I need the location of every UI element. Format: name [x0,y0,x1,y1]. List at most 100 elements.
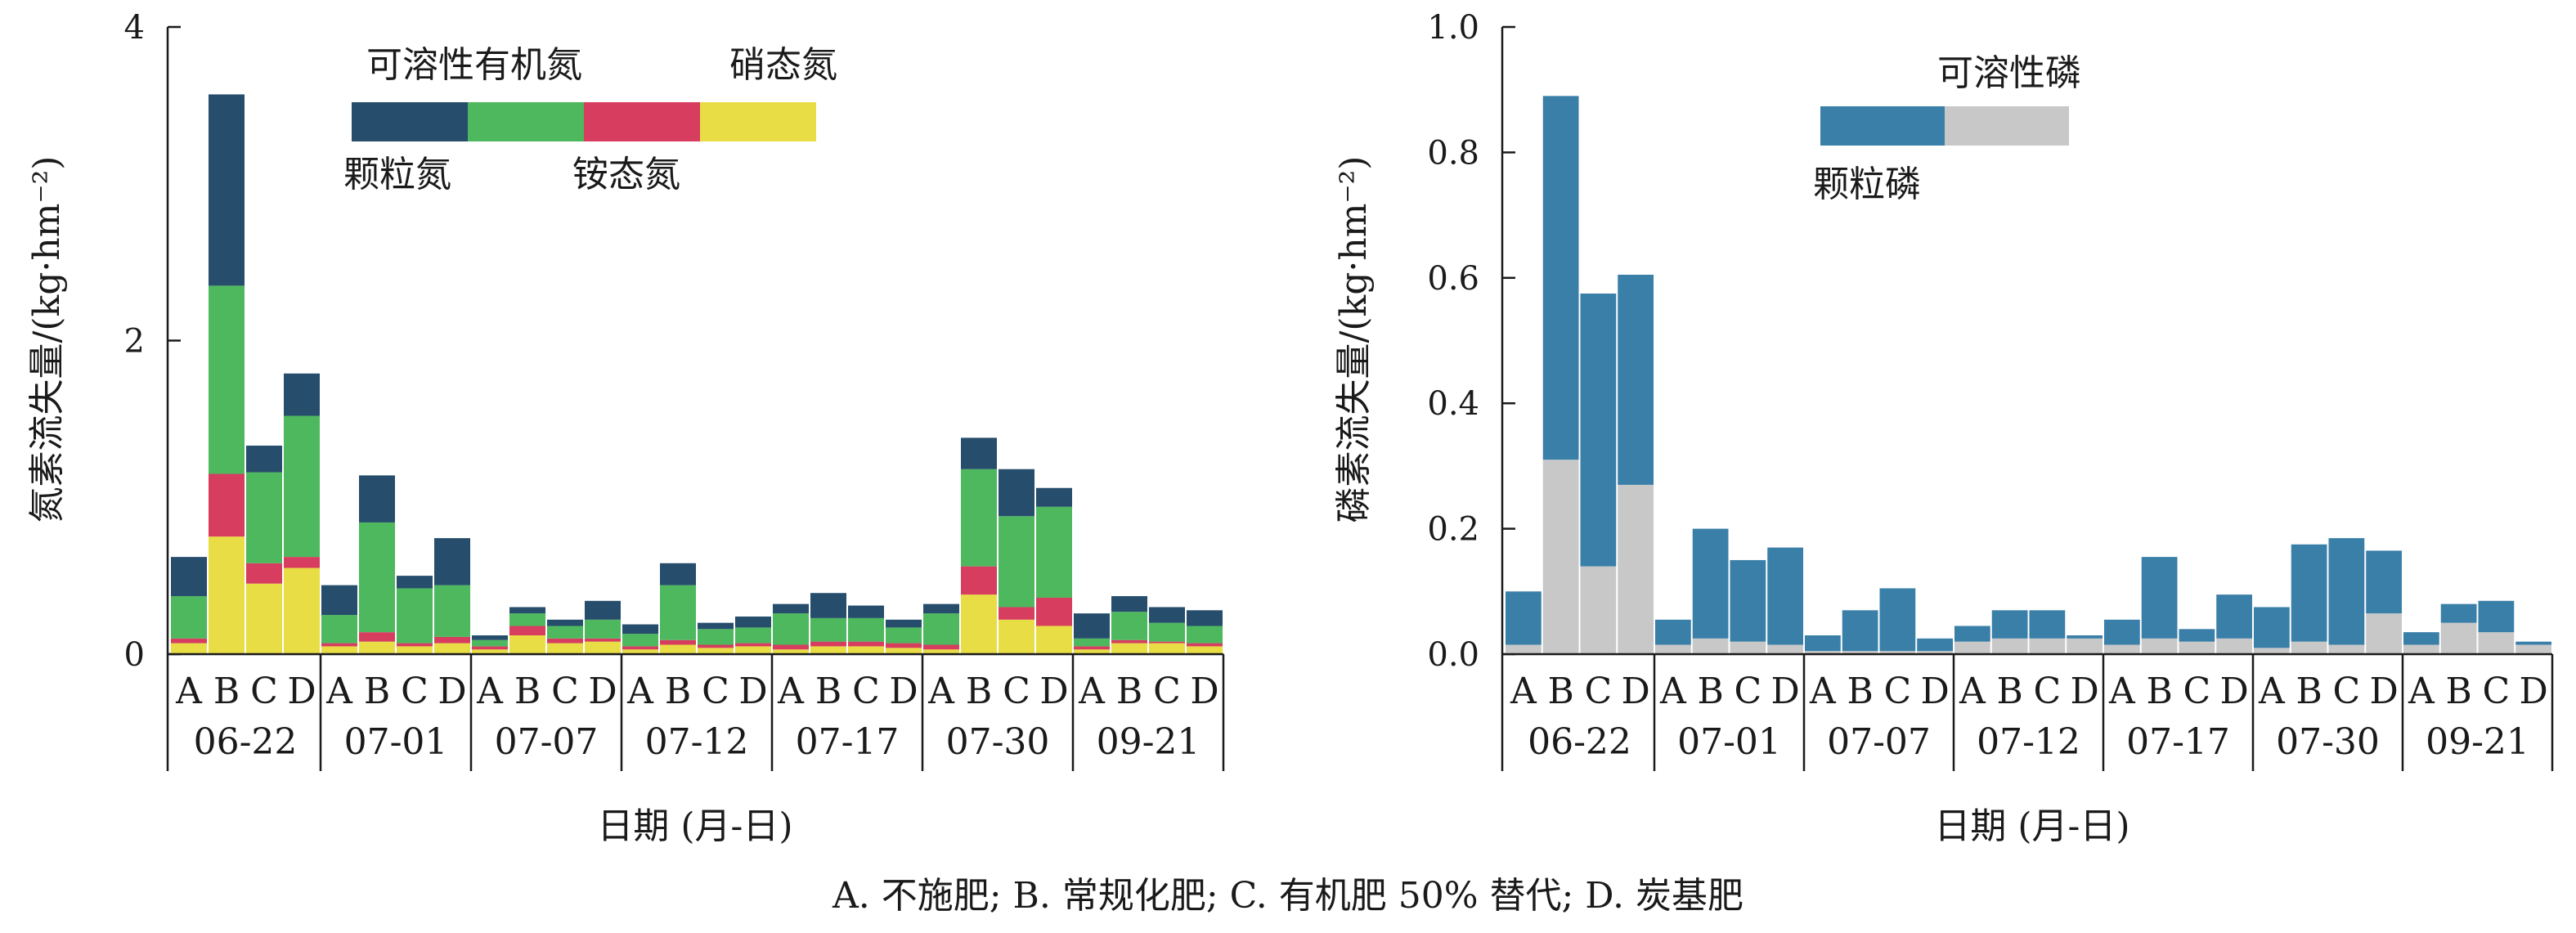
panel1-bar-06-22-C-seg2 [246,472,282,563]
panel2-bar-07-30-B-seg0 [2291,641,2327,654]
panel2-bar-07-01-D-seg1 [1767,547,1803,645]
panel1-legend-swatch [584,102,700,141]
panel2-treatment-label: B [2445,671,2471,712]
panel2-treatment-label: A [1959,671,1986,712]
panel1-treatment-label: B [966,671,992,712]
panel1-bar-07-12-C-seg0 [698,648,734,654]
panel2-date-label: 09-21 [2426,721,2529,763]
panel1-bar-06-22-B-seg1 [209,473,245,537]
panel2-bar-07-01-C-seg0 [1730,641,1766,654]
panel2-bar-07-01-B-seg1 [1692,528,1729,639]
panel2-y-tick-label: 0.4 [1427,385,1479,423]
panel1-bar-07-01-C-seg2 [397,588,433,644]
panel2-treatment-label: A [1510,671,1537,712]
panel2-bar-07-07-D-seg0 [1917,651,1953,654]
panel1-bar-09-21-D-seg1 [1187,643,1223,647]
panel2-treatment-label: C [2483,671,2511,712]
panel1-bar-06-22-C-seg3 [246,445,282,473]
panel1-bar-09-21-A-seg3 [1074,613,1110,639]
panel1-date-label: 07-01 [344,721,448,763]
panel1-bar-07-30-B-seg3 [961,437,997,469]
panel2-y-tick-label: 0.8 [1427,134,1479,172]
panel1-bar-06-22-B-seg0 [209,536,245,654]
panel2-bar-07-01-C-seg1 [1730,559,1766,642]
panel2-bar-07-17-C-seg1 [2179,629,2215,642]
panel1-bar-07-07-B-seg3 [509,607,545,614]
panel2-date-label: 07-30 [2276,721,2380,763]
panel2-bar-07-30-A-seg1 [2254,607,2290,648]
panel1-bar-07-17-C-seg1 [848,641,884,647]
panel1-treatment-label: C [551,671,579,712]
panel2-treatment-label: C [1735,671,1762,712]
panel1-bar-06-22-A-seg1 [171,638,207,644]
panel1-bar-07-07-B-seg0 [509,635,545,654]
panel1-bar-07-30-B-seg0 [961,594,997,654]
panel1-bar-07-17-C-seg2 [848,617,884,642]
panel2-treatment-label: D [1621,671,1649,712]
panel1-bar-07-30-B-seg1 [961,566,997,595]
panel1-bar-07-01-B-seg0 [359,641,395,654]
panel2-bar-07-07-D-seg1 [1917,638,1953,652]
panel1-bar-07-07-C-seg0 [547,643,583,654]
panel1-bar-09-21-D-seg3 [1187,610,1223,626]
panel1-date-label: 09-21 [1097,721,1200,763]
panel2-legend-label: 可溶性磷 [1937,52,2081,94]
panel2-date-label: 07-17 [2126,721,2230,763]
panel1-bar-07-07-D-seg0 [585,641,621,654]
panel2-bar-09-21-C-seg1 [2478,600,2515,633]
panel1-bar-07-01-A-seg2 [321,615,357,644]
panel1-bar-07-12-C-seg1 [698,644,734,648]
panel2-treatment-label: C [2333,671,2361,712]
panel2-date-label: 06-22 [1528,721,1631,763]
panel1-bar-07-17-C-seg3 [848,605,884,618]
panel1-treatment-label: C [852,671,880,712]
panel1-bar-07-01-B-seg2 [359,522,395,633]
panel1-legend-label: 颗粒氮 [343,154,451,195]
panel2-bar-07-30-A-seg0 [2254,648,2290,654]
panel2-bar-07-12-C-seg1 [2029,610,2066,639]
panel1-bar-07-30-C-seg2 [999,516,1034,608]
panel1-treatment-label: A [325,671,353,712]
panel1-treatment-label: A [476,671,504,712]
panel1-bar-07-01-D-seg3 [434,538,470,585]
panel1-bar-07-01-B-seg1 [359,632,395,642]
panel1-treatment-label: C [1003,671,1030,712]
panel1-bar-07-07-B-seg2 [509,613,545,626]
panel1-treatment-label: A [777,671,805,712]
panel2-treatment-label: A [1659,671,1687,712]
panel1-bar-09-21-A-seg1 [1074,646,1110,650]
panel1-bar-07-07-A-seg0 [472,649,508,654]
panel2-y-tick-label: 0.2 [1427,511,1479,549]
panel1-bar-07-12-D-seg3 [735,616,771,628]
panel1-bar-07-01-A-seg0 [321,646,357,654]
panel1-bar-09-21-B-seg3 [1111,596,1147,612]
panel2-bar-06-22-D-seg0 [1618,484,1654,654]
panel1-bar-07-17-B-seg1 [810,641,846,647]
panel1-treatment-label: D [287,671,316,712]
panel1-bar-07-07-D-seg1 [585,638,621,642]
panel1-date-label: 07-07 [495,721,599,763]
panel1-bar-09-21-C-seg3 [1149,607,1185,623]
panel1-bar-06-22-D-seg1 [284,557,320,568]
panel1-bar-07-17-B-seg0 [810,646,846,654]
panel1-bar-09-21-C-seg0 [1149,643,1185,654]
panel1-bar-07-12-B-seg2 [660,585,696,640]
panel2-bar-07-07-C-seg1 [1879,588,1916,652]
panel1-treatment-label: C [1153,671,1181,712]
panel1-treatment-label: D [438,671,466,712]
figure-caption: A. 不施肥; B. 常规化肥; C. 有机肥 50% 替代; D. 炭基肥 [832,875,1744,917]
panel1-bar-07-01-A-seg3 [321,585,357,616]
panel2-bar-06-22-D-seg1 [1618,274,1654,485]
panel1-treatment-label: C [702,671,729,712]
panel1-bar-07-30-D-seg1 [1036,597,1072,626]
panel2-treatment-label: D [2219,671,2248,712]
panel1-bar-07-12-D-seg1 [735,643,771,647]
panel1-bar-09-21-A-seg2 [1074,638,1110,647]
panel1-legend-swatch [352,102,468,141]
panel1-bar-07-17-A-seg0 [773,649,809,654]
panel1-treatment-label: A [1078,671,1106,712]
panel2-y-tick-label: 1.0 [1427,9,1479,47]
panel1-bar-07-12-B-seg3 [660,563,696,585]
